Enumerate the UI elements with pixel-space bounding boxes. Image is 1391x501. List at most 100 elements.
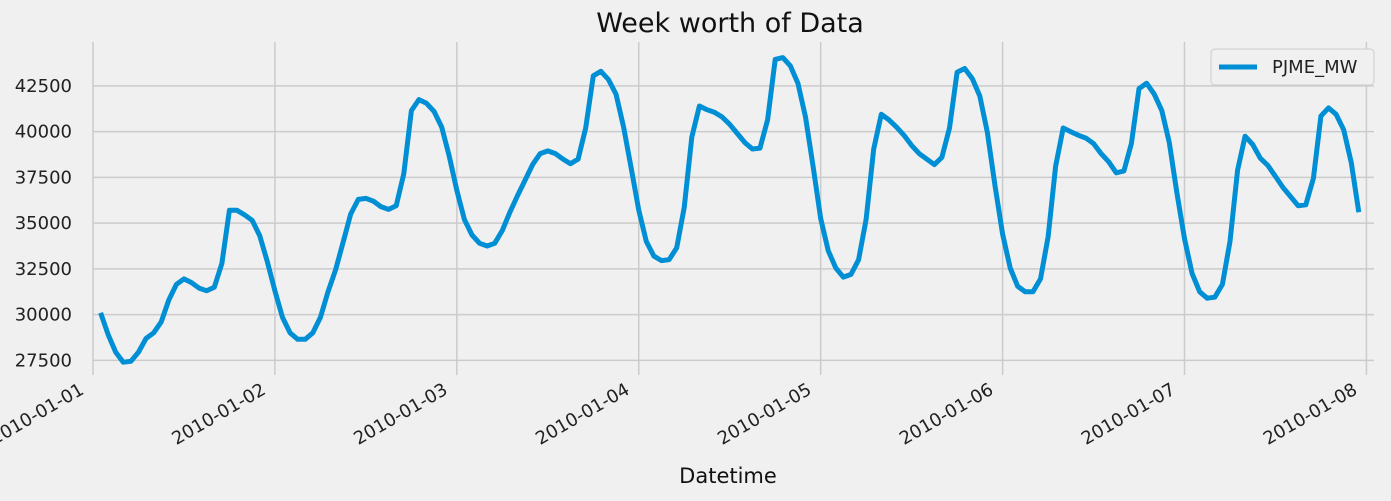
- data-point: [221, 263, 222, 264]
- y-tick-label: 35000: [15, 213, 72, 234]
- data-point: [532, 164, 533, 165]
- data-point: [1207, 298, 1208, 299]
- data-point: [797, 83, 798, 84]
- data-point: [578, 159, 579, 160]
- data-point: [866, 219, 867, 220]
- data-point: [373, 201, 374, 202]
- data-point: [343, 242, 344, 243]
- data-point: [418, 99, 419, 100]
- data-point: [744, 142, 745, 143]
- data-point: [1176, 192, 1177, 193]
- data-point: [1184, 238, 1185, 239]
- data-point: [403, 173, 404, 174]
- data-point: [638, 210, 639, 211]
- y-tick-label: 32500: [15, 259, 72, 280]
- series-layer: [98, 55, 1362, 365]
- y-tick-label: 37500: [15, 167, 72, 188]
- data-point: [358, 199, 359, 200]
- data-point: [896, 127, 897, 128]
- data-point: [858, 259, 859, 260]
- data-point: [1085, 138, 1086, 139]
- data-point: [964, 68, 965, 69]
- data-point: [191, 282, 192, 283]
- legend-frame: [1210, 48, 1375, 86]
- data-point: [449, 156, 450, 157]
- data-point: [1358, 212, 1359, 213]
- y-tick-label: 40000: [15, 122, 72, 143]
- data-point: [1214, 297, 1215, 298]
- data-point: [494, 243, 495, 244]
- data-point: [926, 159, 927, 160]
- data-point: [282, 317, 283, 318]
- data-point: [1222, 284, 1223, 285]
- data-point: [1298, 205, 1299, 206]
- data-point: [214, 287, 215, 288]
- data-point: [1252, 144, 1253, 145]
- data-point: [1078, 135, 1079, 136]
- data-point: [903, 135, 904, 136]
- data-point: [790, 65, 791, 66]
- data-point: [729, 124, 730, 125]
- data-point: [267, 261, 268, 262]
- data-point: [608, 79, 609, 80]
- data-point: [252, 220, 253, 221]
- data-point: [1017, 286, 1018, 287]
- data-point: [153, 332, 154, 333]
- data-point: [615, 94, 616, 95]
- data-point: [1351, 162, 1352, 163]
- data-point: [441, 127, 442, 128]
- data-point: [994, 185, 995, 186]
- data-point: [1070, 131, 1071, 132]
- data-point: [1282, 187, 1283, 188]
- data-point: [464, 219, 465, 220]
- data-point: [199, 288, 200, 289]
- data-point: [1146, 83, 1147, 84]
- data-point: [593, 75, 594, 76]
- y-tick-label: 27500: [15, 350, 72, 371]
- data-point: [274, 290, 275, 291]
- data-point: [168, 299, 169, 300]
- data-point: [1169, 142, 1170, 143]
- data-point: [1063, 127, 1064, 128]
- data-point: [699, 105, 700, 106]
- data-point: [1237, 170, 1238, 171]
- series-line-pjme_mw: [98, 55, 1362, 365]
- data-point: [706, 109, 707, 110]
- data-point: [509, 212, 510, 213]
- data-point: [1313, 178, 1314, 179]
- data-point: [1131, 143, 1132, 144]
- data-point: [305, 339, 306, 340]
- data-point: [843, 277, 844, 278]
- data-point: [1192, 273, 1193, 274]
- data-point: [236, 210, 237, 211]
- data-point: [335, 269, 336, 270]
- data-point: [487, 245, 488, 246]
- data-point: [1275, 176, 1276, 177]
- data-point: [411, 110, 412, 111]
- data-point: [653, 256, 654, 257]
- data-point: [1267, 165, 1268, 166]
- data-point: [1245, 136, 1246, 137]
- data-point: [176, 284, 177, 285]
- data-point: [1116, 172, 1117, 173]
- data-point: [775, 59, 776, 60]
- data-point: [570, 163, 571, 164]
- data-point: [479, 243, 480, 244]
- data-point: [661, 260, 662, 261]
- data-point: [828, 250, 829, 251]
- data-point: [1199, 291, 1200, 292]
- data-point: [949, 127, 950, 128]
- data-point: [1025, 291, 1026, 292]
- data-point: [434, 111, 435, 112]
- data-point: [350, 213, 351, 214]
- data-point: [1101, 153, 1102, 154]
- data-point: [850, 274, 851, 275]
- data-point: [130, 361, 131, 362]
- data-point: [1320, 116, 1321, 117]
- data-point: [1154, 94, 1155, 95]
- data-point: [1040, 278, 1041, 279]
- data-point: [881, 114, 882, 115]
- data-point: [888, 119, 889, 120]
